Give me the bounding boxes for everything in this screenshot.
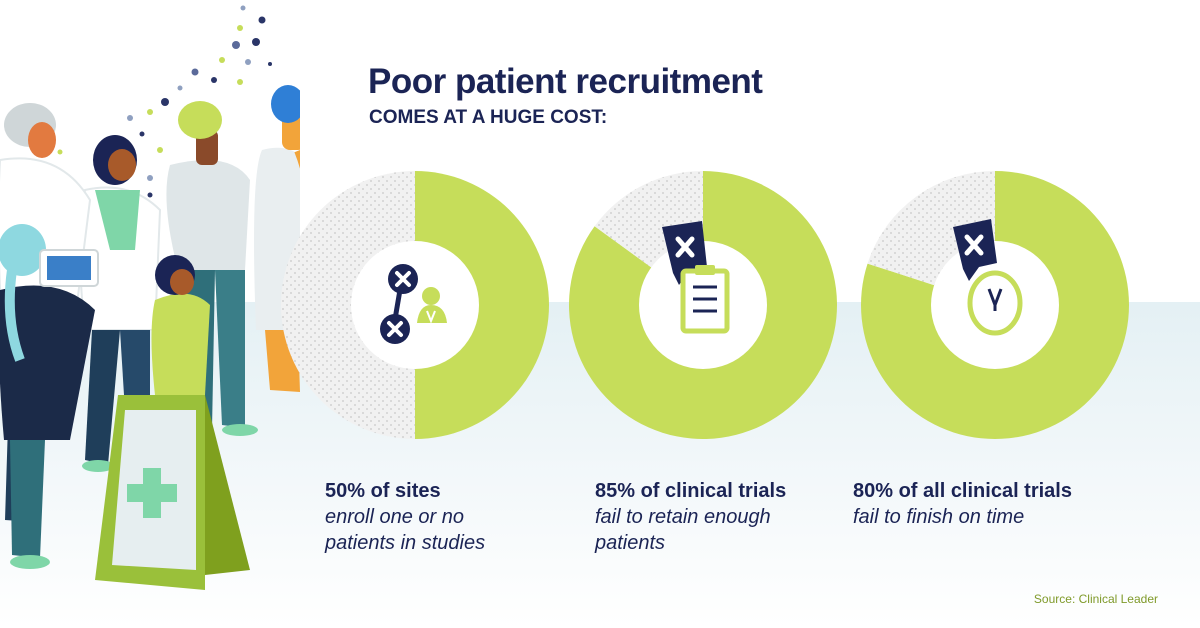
donut-hole [351,241,479,369]
page-subtitle: COMES AT A HUGE COST: [369,107,608,128]
donut-chart-retention [569,171,837,439]
group-of-patients-illustration [0,5,300,590]
medical-sign-board [95,395,250,590]
donut-chart-sites [281,171,549,439]
stat-sites: 50% of sites enroll one or no patients i… [325,478,615,556]
stat-retention: 85% of clinical trials fail to retain en… [595,478,885,556]
floating-dots [57,5,272,198]
stat-finish: 80% of all clinical trials fail to finis… [853,478,1143,530]
medical-cross-icon [127,468,177,518]
clock-icon [953,219,1023,336]
patient-girl-tablet-figure [0,224,99,569]
no-patients-icon [380,264,447,344]
clipboard-icon [662,221,730,334]
stat-description: fail to finish on time [853,506,1025,528]
stat-headline: 80% of all clinical trials [853,480,1072,502]
donut-slice-remaining [281,171,415,439]
donut-chart-finish [861,171,1129,439]
donut-slice-highlighted [415,171,549,439]
stat-headline: 85% of clinical trials [595,480,787,502]
source-note: Source: Clinical Leader [1033,592,1158,606]
stat-headline: 50% of sites [325,480,441,502]
page-title: Poor patient recruitment [368,62,763,101]
stat-description: fail to retain enough patients [595,506,771,554]
stat-description: enroll one or no patients in studies [325,506,486,554]
